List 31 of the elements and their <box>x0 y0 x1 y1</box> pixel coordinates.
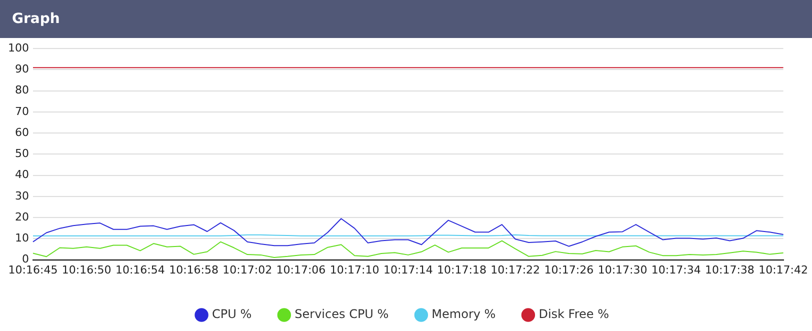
y-tick-label: 60 <box>14 126 29 139</box>
y-tick-label: 80 <box>14 84 29 97</box>
y-tick-label: 100 <box>8 41 29 54</box>
legend-label: Services CPU % <box>294 307 389 322</box>
x-tick-label: 10:17:02 <box>222 263 272 276</box>
y-tick-label: 40 <box>14 168 29 182</box>
chart-title: Graph <box>0 0 812 38</box>
y-tick-label: 20 <box>14 210 29 224</box>
x-tick-label: 10:17:34 <box>651 263 701 276</box>
y-tick-label: 70 <box>14 104 29 118</box>
x-tick-label: 10:17:10 <box>330 263 380 276</box>
x-tick-label: 10:16:54 <box>115 263 165 276</box>
x-tick-label: 10:17:30 <box>598 263 648 276</box>
x-tick-label: 10:17:18 <box>437 263 486 276</box>
x-tick-label: 10:16:45 <box>8 263 58 276</box>
y-tick-label: 50 <box>14 147 29 160</box>
y-tick-label: 0 <box>22 252 29 266</box>
y-tick-label: 10 <box>14 232 29 245</box>
x-tick-label: 10:17:38 <box>705 263 754 276</box>
y-tick-label: 90 <box>14 62 29 76</box>
y-tick-label: 30 <box>14 189 29 202</box>
x-tick-label: 10:17:06 <box>276 263 326 276</box>
x-tick-label: 10:17:14 <box>383 263 433 276</box>
legend-label: Disk Free % <box>538 307 609 322</box>
x-tick-label: 10:16:58 <box>169 263 218 276</box>
x-tick-label: 10:16:50 <box>62 263 112 276</box>
x-tick-label: 10:17:26 <box>544 263 594 276</box>
legend-label: Memory % <box>432 307 496 322</box>
legend-label: CPU % <box>212 307 252 322</box>
x-tick-label: 10:17:22 <box>490 263 540 276</box>
x-tick-label: 10:17:42 <box>758 263 808 276</box>
